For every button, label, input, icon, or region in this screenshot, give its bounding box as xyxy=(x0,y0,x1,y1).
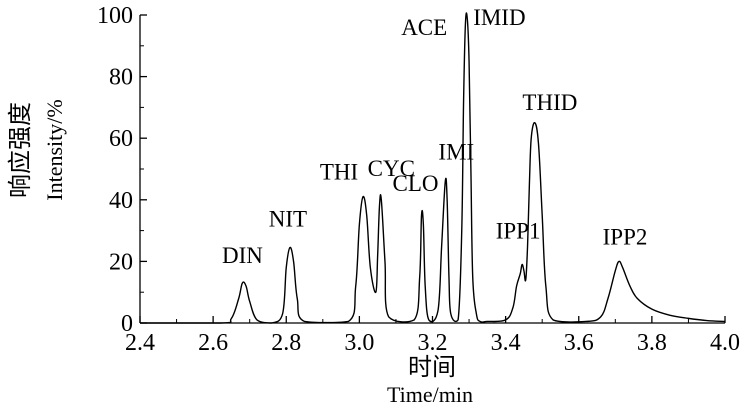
x-tick-label: 2.6 xyxy=(198,330,228,356)
x-tick-label: 4.0 xyxy=(710,330,740,356)
series-line xyxy=(140,12,726,324)
x-tick-label: 3.0 xyxy=(344,330,374,356)
y-tick-label: 100 xyxy=(97,3,133,29)
peak-label-ace: ACE xyxy=(401,15,447,40)
y-axis-label: Intensity/% xyxy=(42,99,67,200)
peak-label-ipp2: IPP2 xyxy=(603,224,648,249)
x-tick-label: 3.4 xyxy=(491,330,521,356)
peak-label-thi: THI xyxy=(320,160,358,185)
peak-label-nit: NIT xyxy=(269,207,307,232)
peak-label-ipp1: IPP1 xyxy=(496,219,541,244)
x-tick-label: 2.8 xyxy=(271,330,301,356)
y-axis-label-cn: 响应强度 xyxy=(7,102,34,198)
y-tick-label: 40 xyxy=(109,188,133,214)
x-axis-label-cn: 时间 xyxy=(408,354,456,381)
y-tick-label: 20 xyxy=(109,249,133,275)
peak-label-thid: THID xyxy=(522,90,577,115)
peak-label-imi: IMI xyxy=(438,139,474,164)
axes: 2.4 2.6 2.8 3.0 3.2 3.4 3.6 3.8 4.0 0 20 40 60 80 100 xyxy=(97,3,740,356)
y-tick-label: 60 xyxy=(109,126,133,152)
x-tick-label: 3.8 xyxy=(637,330,667,356)
x-tick-label: 3.2 xyxy=(418,330,448,356)
y-tick-label: 0 xyxy=(121,311,133,337)
peak-label-cyc: CYC xyxy=(368,156,415,181)
series-layer xyxy=(140,12,726,324)
x-tick-label: 3.6 xyxy=(564,330,594,356)
x-axis-label: Time/min xyxy=(387,382,473,407)
peak-label-clo: CLO xyxy=(393,171,439,196)
y-tick-label: 80 xyxy=(109,65,133,91)
peak-label-din: DIN xyxy=(222,243,263,268)
x-tick-label: 2.4 xyxy=(125,330,155,356)
peak-label-imid: IMID xyxy=(473,5,525,30)
